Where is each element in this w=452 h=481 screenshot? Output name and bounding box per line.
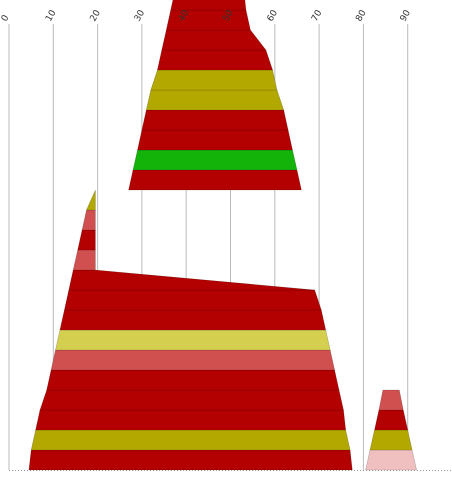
- band-layer: [28, 0, 417, 471]
- band-segment: [72, 249, 96, 271]
- band-segment: [161, 29, 267, 51]
- band-segment: [50, 349, 335, 371]
- band-segment: [157, 49, 274, 71]
- band-segment: [28, 449, 353, 471]
- band-segment: [77, 229, 96, 251]
- band-segment: [374, 409, 409, 431]
- band-segment: [378, 389, 404, 411]
- band-segment: [132, 149, 298, 171]
- band-segment: [128, 169, 302, 191]
- x-tick-label: 20: [89, 8, 104, 23]
- x-tick-label: 30: [133, 8, 148, 23]
- band-segment: [150, 69, 278, 91]
- x-tick-label: 90: [399, 8, 414, 23]
- band-segment: [55, 329, 331, 351]
- x-tick-label: 0: [0, 13, 12, 23]
- band-segment: [369, 429, 413, 451]
- band-segment: [39, 389, 344, 411]
- band-segment: [81, 209, 96, 231]
- band-segment: [170, 0, 247, 11]
- band-segment: [30, 429, 351, 451]
- band-segment: [46, 369, 340, 391]
- band-segment: [365, 449, 417, 471]
- band-segment: [35, 409, 347, 431]
- x-tick-label: 70: [310, 8, 325, 23]
- x-tick-label: 80: [354, 8, 369, 23]
- band-group: [365, 389, 417, 471]
- band-segment: [59, 309, 327, 331]
- band-segment: [68, 269, 315, 291]
- band-segment: [145, 89, 285, 111]
- x-tick-label: 60: [266, 8, 281, 23]
- band-segment: [86, 189, 96, 211]
- band-segment: [137, 129, 293, 151]
- band-group: [28, 0, 353, 471]
- band-segment: [141, 109, 289, 131]
- band-segment: [64, 289, 322, 311]
- x-tick-label: 10: [44, 8, 59, 23]
